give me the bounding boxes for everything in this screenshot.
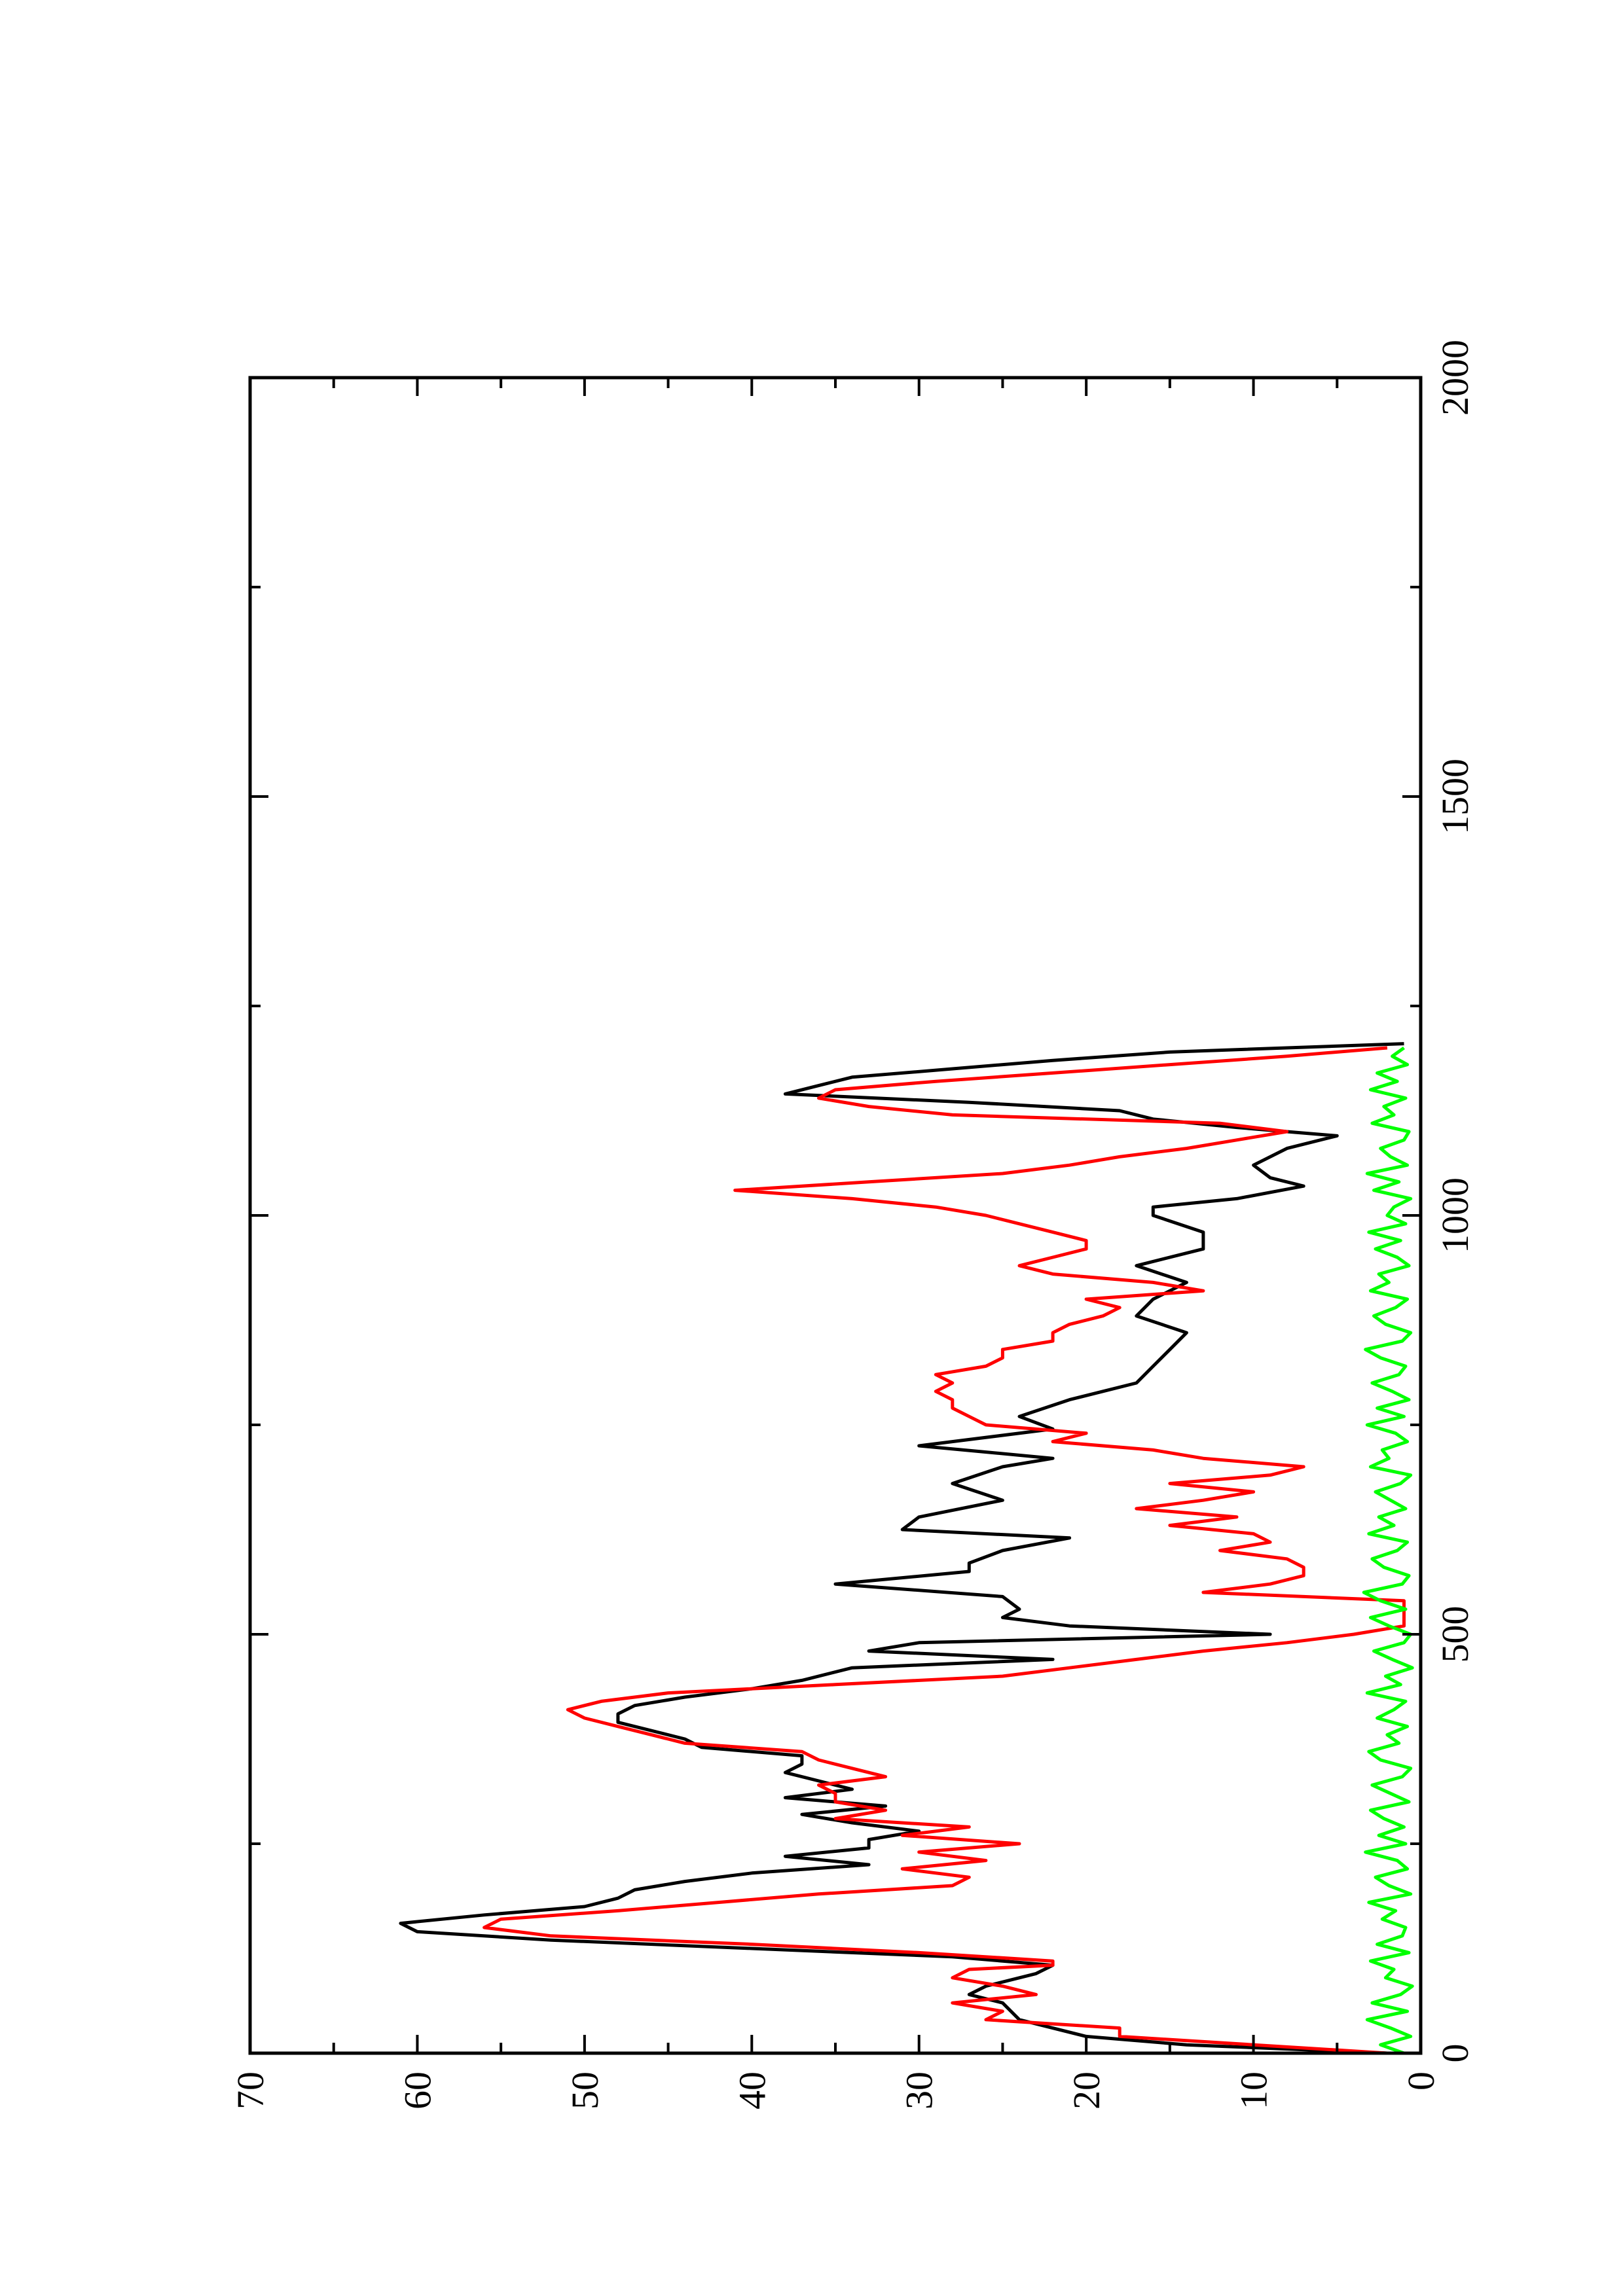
x-tick-label: 500 (1434, 1606, 1476, 1663)
y-tick-label: 60 (396, 2072, 439, 2109)
y-tick-label: 50 (564, 2072, 606, 2109)
tick-label-layer: 0 500 1000 1500 2000 0 10 20 30 40 50 60 70 (229, 340, 1476, 2109)
x-tick-label: 1500 (1434, 759, 1476, 834)
y-tick-label: 30 (898, 2072, 941, 2109)
x-tick-label: 1000 (1434, 1177, 1476, 1253)
x-tick-label: 0 (1434, 2044, 1476, 2063)
y-tick-label: 40 (731, 2072, 773, 2109)
series-line-2 (483, 1046, 1406, 2055)
series-line-3 (1362, 1046, 1414, 2055)
y-tick-label: 0 (1400, 2072, 1442, 2090)
y-tick-label: 10 (1233, 2072, 1275, 2109)
series-layer (399, 1042, 1414, 2055)
tick-layer (249, 376, 1422, 2054)
x-tick-label: 2000 (1434, 340, 1476, 416)
y-tick-label: 20 (1065, 2072, 1108, 2109)
series-line-1 (399, 1042, 1404, 2055)
y-tick-label: 70 (229, 2072, 272, 2109)
